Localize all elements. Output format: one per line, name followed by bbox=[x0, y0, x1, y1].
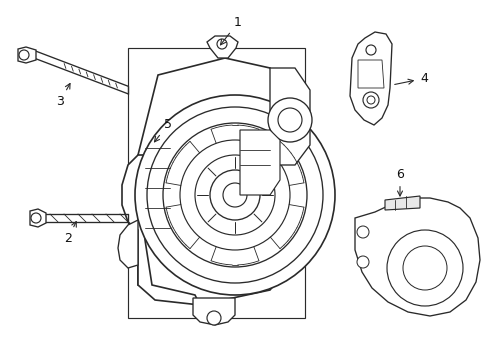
Polygon shape bbox=[358, 60, 384, 88]
Circle shape bbox=[223, 183, 247, 207]
Circle shape bbox=[217, 39, 227, 49]
Polygon shape bbox=[118, 220, 138, 268]
Polygon shape bbox=[122, 155, 200, 305]
Polygon shape bbox=[138, 58, 295, 305]
Text: 1: 1 bbox=[220, 16, 242, 45]
Polygon shape bbox=[18, 47, 36, 63]
Text: 6: 6 bbox=[396, 168, 404, 196]
Circle shape bbox=[366, 45, 376, 55]
Circle shape bbox=[180, 140, 290, 250]
Circle shape bbox=[207, 311, 221, 325]
Circle shape bbox=[163, 123, 307, 267]
Circle shape bbox=[268, 98, 312, 142]
Polygon shape bbox=[193, 298, 235, 325]
Circle shape bbox=[147, 107, 323, 283]
Circle shape bbox=[403, 246, 447, 290]
Polygon shape bbox=[30, 209, 46, 227]
Circle shape bbox=[278, 108, 302, 132]
Polygon shape bbox=[128, 48, 305, 318]
Circle shape bbox=[357, 226, 369, 238]
Polygon shape bbox=[270, 68, 310, 165]
Circle shape bbox=[135, 95, 335, 295]
Circle shape bbox=[19, 50, 29, 60]
Text: 4: 4 bbox=[395, 72, 428, 85]
Circle shape bbox=[195, 155, 275, 235]
Text: 5: 5 bbox=[154, 118, 172, 142]
Text: 3: 3 bbox=[56, 84, 70, 108]
Polygon shape bbox=[350, 32, 392, 125]
Polygon shape bbox=[240, 130, 280, 195]
Circle shape bbox=[31, 213, 41, 223]
Polygon shape bbox=[355, 198, 480, 316]
Circle shape bbox=[210, 170, 260, 220]
Text: 2: 2 bbox=[64, 222, 76, 245]
Circle shape bbox=[367, 96, 375, 104]
Circle shape bbox=[357, 256, 369, 268]
Circle shape bbox=[363, 92, 379, 108]
Polygon shape bbox=[385, 196, 420, 210]
Polygon shape bbox=[207, 36, 238, 58]
Circle shape bbox=[387, 230, 463, 306]
